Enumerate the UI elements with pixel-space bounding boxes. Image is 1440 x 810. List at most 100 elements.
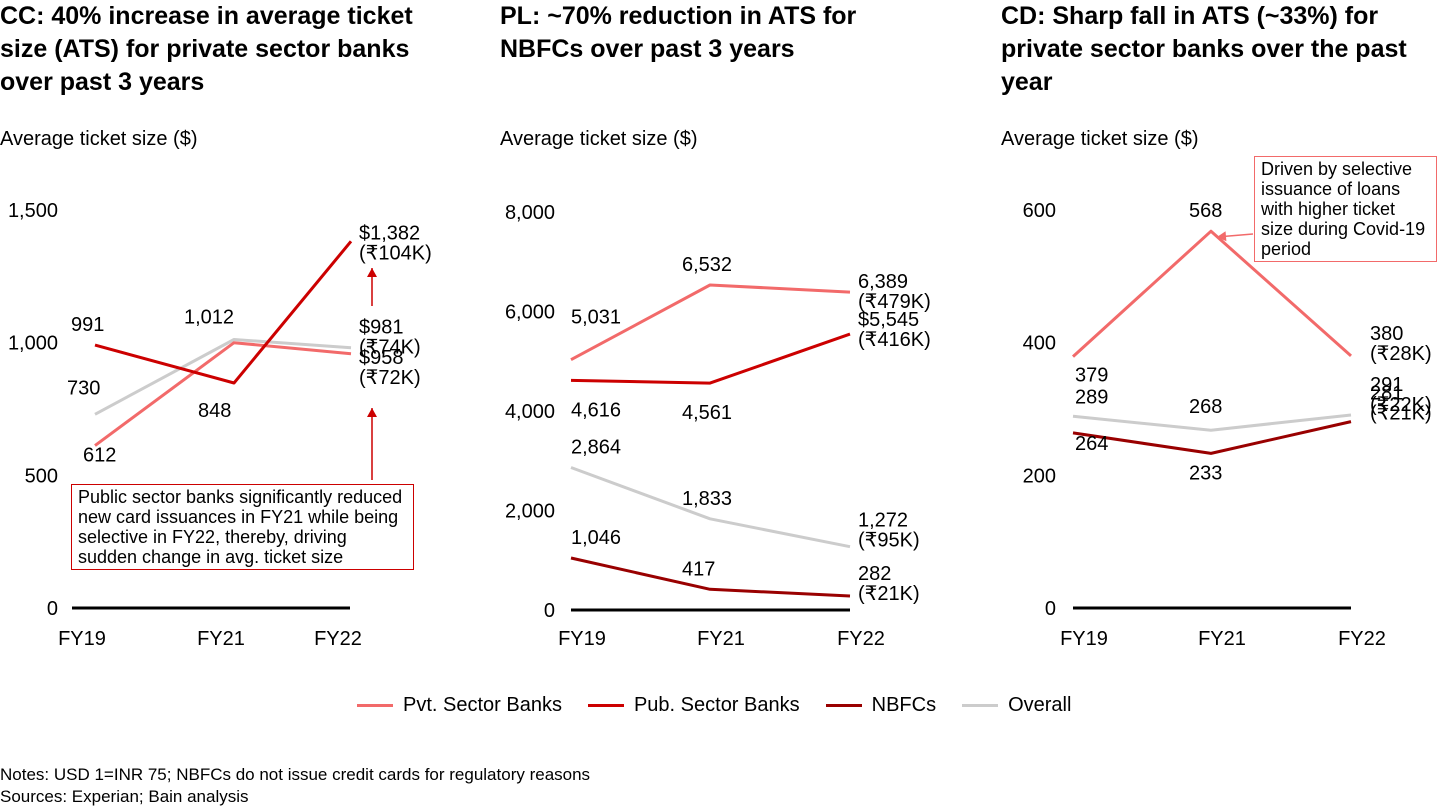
chart-title: CC: 40% increase in average ticket size … [0, 2, 413, 96]
data-label: 379 [1075, 365, 1108, 387]
legend-label: NBFCs [871, 694, 937, 716]
data-label: $5,545 [858, 309, 919, 331]
data-label: 268 [1189, 396, 1222, 418]
data-sub-label: (₹72K) [359, 367, 421, 389]
y-tick-label: 0 [47, 598, 58, 620]
y-axis-label: Average ticket size ($) [1001, 128, 1199, 150]
annotation-arrowhead [367, 408, 377, 417]
series-line-pub [570, 332, 851, 385]
data-label: 6,532 [682, 254, 732, 276]
y-tick-label: 0 [1045, 598, 1056, 620]
y-axis-label: Average ticket size ($) [0, 128, 198, 150]
data-label: 291 [1370, 374, 1403, 396]
data-label: 4,616 [571, 399, 621, 421]
legend-label: Pvt. Sector Banks [403, 694, 562, 716]
cd-annotation: Driven by selective issuance of loans wi… [1254, 156, 1437, 262]
data-sub-label: (₹22K) [1370, 394, 1432, 416]
data-label: 730 [67, 377, 100, 399]
series-line-nbfc [570, 556, 851, 598]
series-line-overall [570, 466, 851, 549]
chart-title: CD: Sharp fall in ATS (~33%) for private… [1001, 2, 1407, 96]
data-label: 991 [71, 314, 104, 336]
data-sub-label: (₹104K) [359, 242, 432, 264]
y-tick-label: 0 [544, 600, 555, 622]
data-label: 264 [1075, 433, 1108, 455]
y-tick-label: 1,500 [8, 200, 58, 222]
annotation-arrowhead [1217, 231, 1227, 242]
legend-item-nbfc: NBFCs [825, 694, 937, 717]
y-tick-label: 4,000 [505, 401, 555, 423]
series-line-pub [94, 240, 353, 385]
legend-swatch [587, 704, 624, 707]
x-tick-label: FY19 [1060, 628, 1108, 650]
data-label: 282 [858, 563, 891, 585]
data-label: 6,389 [858, 271, 908, 293]
chart-title: PL: ~70% reduction in ATS for NBFCs over… [500, 2, 857, 63]
x-tick-label: FY21 [1198, 628, 1246, 650]
data-label: 289 [1075, 386, 1108, 408]
legend-item-overall: Overall [962, 694, 1071, 717]
cd-chart: 0 200 400 600 FY19 FY21 FY22 379 568 380(₹28K) 289… [1023, 200, 1432, 650]
y-tick-label: 200 [1023, 465, 1056, 487]
y-tick-label: 1,000 [8, 333, 58, 355]
y-tick-label: 400 [1023, 333, 1056, 355]
cc-annotation: Public sector banks significantly reduce… [71, 484, 414, 570]
data-sub-label: (₹21K) [858, 583, 920, 605]
data-label: 1,833 [682, 488, 732, 510]
data-sub-label: (₹479K) [858, 291, 931, 313]
y-tick-label: 6,000 [505, 302, 555, 324]
data-label: 281 [1370, 383, 1403, 405]
pl-chart: 0 2,000 4,000 6,000 8,000 FY19 FY21 FY22 5,031 6,… [505, 202, 931, 650]
series-line-pvt [1071, 229, 1352, 358]
x-tick-label: FY21 [697, 628, 745, 650]
y-tick-label: 2,000 [505, 501, 555, 523]
x-tick-label: FY22 [1338, 628, 1386, 650]
data-label: 417 [682, 558, 715, 580]
data-label: 848 [198, 400, 231, 422]
data-label: 2,864 [571, 437, 621, 459]
data-label: 1,012 [184, 306, 234, 328]
panel-cc: CC: 40% increase in average ticket size … [0, 0, 470, 660]
series-line-overall [94, 338, 352, 416]
legend-swatch [357, 704, 393, 707]
x-tick-label: FY22 [837, 628, 885, 650]
y-tick-label: 8,000 [505, 202, 555, 224]
notes-line: Notes: USD 1=INR 75; NBFCs do not issue … [0, 765, 591, 784]
data-label: $958 [359, 347, 404, 369]
data-sub-label: (₹74K) [359, 337, 421, 359]
data-sub-label: (₹28K) [1370, 343, 1432, 365]
series-line-pvt [570, 283, 851, 362]
footnotes: Notes: USD 1=INR 75; NBFCs do not issue … [0, 764, 590, 808]
data-label: 380 [1370, 323, 1403, 345]
data-sub-label: (₹416K) [858, 329, 931, 351]
x-tick-label: FY21 [197, 628, 245, 650]
sources-line: Sources: Experian; Bain analysis [0, 787, 249, 806]
legend: Pvt. Sector Banks Pub. Sector Banks NBFC… [357, 694, 1097, 717]
legend-label: Pub. Sector Banks [633, 694, 800, 716]
data-label: 4,561 [682, 402, 732, 424]
y-axis-label: Average ticket size ($) [500, 128, 698, 150]
panel-pl: PL: ~70% reduction in ATS for NBFCs over… [500, 0, 970, 660]
data-sub-label: (₹21K) [1370, 403, 1432, 425]
legend-item-pub: Pub. Sector Banks [587, 694, 800, 717]
data-label: $1,382 [359, 222, 420, 244]
series-line-overall [1072, 413, 1352, 432]
x-tick-label: FY22 [314, 628, 362, 650]
annotation-arrowhead [367, 268, 377, 277]
series-line-pvt [94, 341, 352, 447]
series-line-nbfc [1072, 420, 1352, 455]
data-label: $981 [359, 317, 404, 339]
data-sub-label: (₹95K) [858, 530, 920, 552]
legend-label: Overall [1008, 694, 1072, 716]
data-label: 1,272 [858, 510, 908, 532]
y-tick-label: 500 [25, 465, 58, 487]
legend-swatch [962, 704, 999, 707]
data-label: 568 [1189, 200, 1222, 222]
legend-item-pvt: Pvt. Sector Banks [357, 694, 562, 717]
x-tick-label: FY19 [558, 628, 606, 650]
y-tick-label: 600 [1023, 200, 1056, 222]
panel-cd: CD: Sharp fall in ATS (~33%) for private… [1001, 0, 1440, 660]
data-label: 1,046 [571, 527, 621, 549]
data-label: 5,031 [571, 307, 621, 329]
